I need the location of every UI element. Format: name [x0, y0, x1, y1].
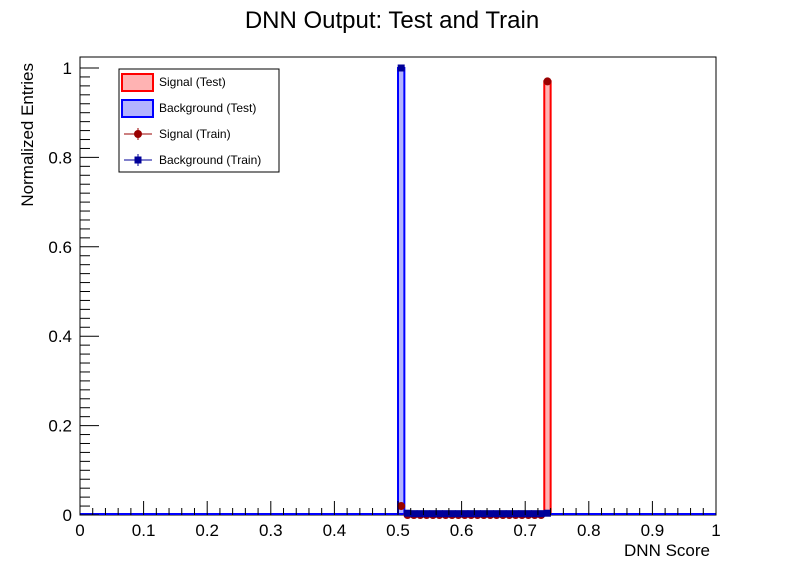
legend-entry: Background (Test) — [121, 99, 256, 118]
x-tick-label: 0.7 — [513, 521, 537, 540]
data-point — [505, 510, 513, 518]
legend-marker — [134, 156, 142, 164]
data-point — [467, 510, 475, 518]
legend-marker — [134, 130, 142, 138]
data-point — [524, 510, 532, 518]
histogram-bar — [544, 81, 551, 515]
y-axis: 0 0.2 0.4 0.6 0.8 1 — [48, 59, 99, 525]
data-point — [531, 510, 539, 518]
y-tick-label: 1 — [63, 59, 72, 78]
legend-entry: Background (Train) — [124, 153, 261, 167]
y-tick-label: 0.2 — [48, 417, 72, 436]
y-tick-label: 0.6 — [48, 238, 72, 257]
legend-entry: Signal (Train) — [124, 127, 231, 141]
data-point — [486, 510, 494, 518]
data-point — [480, 510, 488, 518]
legend-label: Background (Test) — [159, 101, 256, 115]
data-point — [454, 510, 462, 518]
x-tick-label: 0.4 — [323, 521, 347, 540]
data-point — [423, 510, 431, 518]
data-point — [493, 510, 501, 518]
data-point — [397, 502, 406, 511]
data-point — [442, 510, 450, 518]
x-tick-label: 1 — [711, 521, 720, 540]
data-point — [474, 510, 481, 518]
data-point — [512, 510, 520, 518]
x-tick-label: 0.2 — [195, 521, 219, 540]
y-tick-label: 0.8 — [48, 148, 72, 167]
data-point — [537, 510, 545, 518]
y-tick-label: 0.4 — [48, 327, 72, 346]
data-point — [435, 510, 443, 518]
x-tick-label: 0.3 — [259, 521, 283, 540]
plot-area: 0 0.1 0.2 0.3 0.4 0.5 0.6 0.7 0.8 0.9 1 0 0.2 0.4 0.6… — [48, 56, 721, 540]
data-point — [543, 509, 551, 517]
x-axis-title: DNN Score — [624, 541, 710, 560]
legend-label: Signal (Train) — [159, 127, 231, 141]
legend-label: Signal (Test) — [159, 75, 226, 89]
data-point — [410, 510, 418, 518]
x-tick-label: 0.1 — [132, 521, 156, 540]
x-tick-label: 0.6 — [450, 521, 474, 540]
x-tick-label: 0.8 — [577, 521, 601, 540]
data-point — [416, 510, 424, 518]
data-point — [448, 510, 456, 518]
data-point — [518, 510, 526, 518]
histogram-bar — [398, 68, 405, 515]
legend-swatch — [121, 73, 154, 92]
y-tick-label: 0 — [63, 506, 72, 525]
legend-entry: Signal (Test) — [121, 73, 226, 92]
x-tick-label: 0.9 — [641, 521, 665, 540]
y-axis-title: Normalized Entries — [18, 63, 37, 207]
data-point — [429, 510, 437, 518]
data-point — [404, 509, 412, 517]
x-tick-label: 0.5 — [386, 521, 410, 540]
data-point — [397, 64, 405, 72]
data-point — [461, 510, 469, 518]
chart-title: DNN Output: Test and Train — [245, 7, 539, 34]
legend-label: Background (Train) — [159, 153, 261, 167]
legend: Signal (Test) Background (Test) Signal (Tr… — [118, 68, 280, 173]
x-tick-label: 0 — [75, 521, 84, 540]
x-axis: 0 0.1 0.2 0.3 0.4 0.5 0.6 0.7 0.8 0.9 1 — [75, 501, 721, 540]
data-point — [543, 77, 552, 86]
data-point — [499, 510, 507, 518]
legend-swatch — [121, 99, 154, 118]
